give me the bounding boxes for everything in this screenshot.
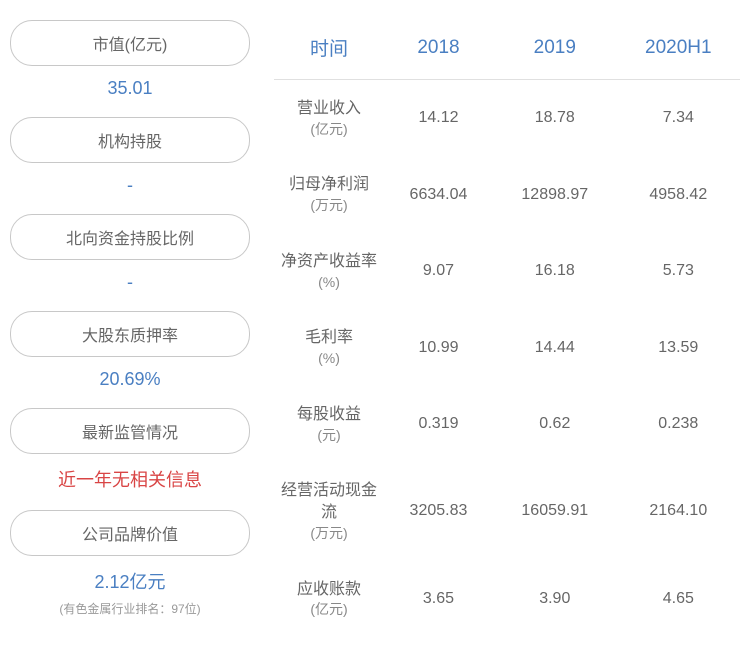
- cell: 14.12: [384, 80, 493, 157]
- cell: 0.319: [384, 386, 493, 462]
- cell: 7.34: [617, 80, 740, 157]
- stat-label-regulatory: 最新监管情况: [10, 408, 250, 454]
- stat-label-institutional: 机构持股: [10, 117, 250, 163]
- cell: 12898.97: [493, 156, 617, 232]
- cell: 9.07: [384, 233, 493, 309]
- row-label: 每股收益(元): [278, 404, 380, 444]
- stat-label-northbound: 北向资金持股比例: [10, 214, 250, 260]
- cell: 13.59: [617, 309, 740, 385]
- table-row: 归母净利润(万元) 6634.04 12898.97 4958.42: [274, 156, 740, 232]
- table-row: 应收账款(亿元) 3.65 3.90 4.65: [274, 561, 740, 637]
- row-label: 经营活动现金流(万元): [278, 480, 380, 542]
- stat-value-institutional: -: [10, 175, 250, 196]
- stat-label-brand-value: 公司品牌价值: [10, 510, 250, 556]
- cell: 4958.42: [617, 156, 740, 232]
- col-header-2019: 2019: [493, 20, 617, 80]
- cell: 3205.83: [384, 462, 493, 560]
- stat-label-pledge: 大股东质押率: [10, 311, 250, 357]
- stat-value-pledge: 20.69%: [10, 369, 250, 390]
- cell: 10.99: [384, 309, 493, 385]
- table-row: 净资产收益率(%) 9.07 16.18 5.73: [274, 233, 740, 309]
- table-body: 营业收入(亿元) 14.12 18.78 7.34 归母净利润(万元) 6634…: [274, 80, 740, 637]
- row-label: 归母净利润(万元): [278, 174, 380, 214]
- cell: 3.90: [493, 561, 617, 637]
- financial-table: 时间 2018 2019 2020H1 营业收入(亿元) 14.12 18.78…: [274, 20, 740, 637]
- row-label: 应收账款(亿元): [278, 579, 380, 619]
- stat-value-market-cap: 35.01: [10, 78, 250, 99]
- cell: 6634.04: [384, 156, 493, 232]
- table-header-row: 时间 2018 2019 2020H1: [274, 20, 740, 80]
- stat-value-regulatory: 近一年无相关信息: [10, 466, 250, 492]
- table-row: 每股收益(元) 0.319 0.62 0.238: [274, 386, 740, 462]
- stat-value-brand-value: 2.12亿元: [10, 568, 250, 594]
- table-row: 营业收入(亿元) 14.12 18.78 7.34: [274, 80, 740, 157]
- stat-label-market-cap: 市值(亿元): [10, 20, 250, 66]
- cell: 2164.10: [617, 462, 740, 560]
- stat-footnote-brand-value: (有色金属行业排名：97位): [10, 600, 250, 617]
- cell: 0.62: [493, 386, 617, 462]
- row-label: 营业收入(亿元): [278, 98, 380, 138]
- row-label: 净资产收益率(%): [278, 251, 380, 291]
- col-header-time: 时间: [274, 20, 384, 80]
- cell: 16059.91: [493, 462, 617, 560]
- financial-table-panel: 时间 2018 2019 2020H1 营业收入(亿元) 14.12 18.78…: [250, 20, 740, 647]
- cell: 3.65: [384, 561, 493, 637]
- col-header-2018: 2018: [384, 20, 493, 80]
- cell: 0.238: [617, 386, 740, 462]
- table-row: 经营活动现金流(万元) 3205.83 16059.91 2164.10: [274, 462, 740, 560]
- left-stats-panel: 市值(亿元) 35.01 机构持股 - 北向资金持股比例 - 大股东质押率 20…: [10, 20, 250, 647]
- cell: 5.73: [617, 233, 740, 309]
- row-label: 毛利率(%): [278, 327, 380, 367]
- cell: 4.65: [617, 561, 740, 637]
- col-header-2020h1: 2020H1: [617, 20, 740, 80]
- cell: 16.18: [493, 233, 617, 309]
- stat-value-northbound: -: [10, 272, 250, 293]
- cell: 18.78: [493, 80, 617, 157]
- cell: 14.44: [493, 309, 617, 385]
- table-row: 毛利率(%) 10.99 14.44 13.59: [274, 309, 740, 385]
